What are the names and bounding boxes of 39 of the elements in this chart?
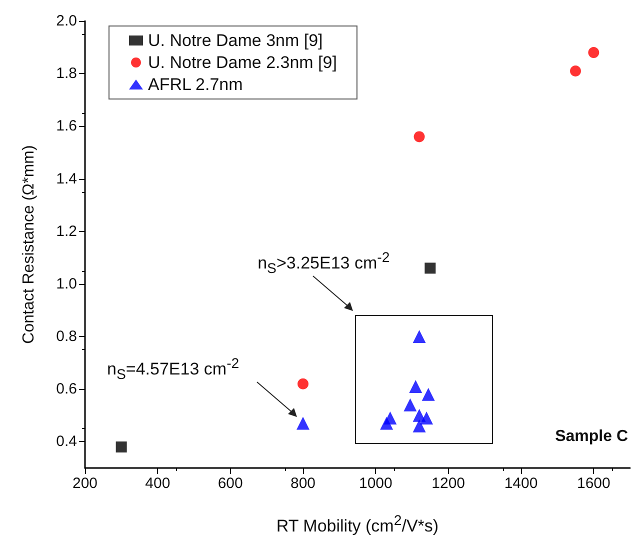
point [116, 441, 127, 452]
point [412, 419, 426, 432]
y-tick-label: 1.4 [56, 170, 77, 188]
point [298, 378, 308, 390]
x-tick-label: 800 [290, 475, 316, 492]
y-tick-label: 1.2 [56, 222, 77, 240]
x-tick-label: 200 [72, 475, 98, 492]
x-axis-title: RT Mobility (cm$^{2}$/V*s) [275, 513, 440, 537]
y-tick-label: 1.0 [56, 275, 77, 292]
y-tick-label: 1.8 [56, 65, 77, 82]
point [570, 65, 581, 76]
y-tick-label: 0.8 [56, 328, 77, 346]
y-tick-label: 0.6 [56, 380, 77, 398]
point [404, 398, 417, 412]
point [588, 47, 600, 58]
point [409, 380, 422, 393]
x-tick-label: 600 [218, 475, 243, 492]
point [384, 412, 397, 425]
legend-label: AFRL 2.7nm [148, 75, 243, 94]
point [414, 131, 425, 142]
point [424, 262, 436, 274]
point [422, 388, 435, 401]
legend-label: U. Notre Dame 2.3nm [9] [148, 53, 337, 72]
annotation: n$_{S}$=4.57E13 cm$^{-2}$ [107, 356, 240, 384]
x-tick-label: 1600 [576, 475, 610, 492]
annotation: n$_{S}$>3.25E13 cm$^{-2}$ [258, 250, 390, 277]
x-tick-label: 1200 [432, 475, 466, 492]
point [412, 330, 426, 344]
y-tick-label: 1.6 [56, 118, 77, 135]
point [420, 412, 434, 425]
x-tick-label: 1400 [504, 475, 538, 492]
legend-label: U. Notre Dame 3nm [9] [148, 31, 323, 50]
point [296, 416, 310, 430]
y-axis-title: Contact Resistance (Ω*mm) [20, 145, 38, 344]
x-tick-label: 400 [145, 475, 170, 492]
y-tick-label: 0.4 [56, 433, 77, 450]
annotation: Sample C [555, 428, 628, 446]
x-tick-label: 1000 [358, 475, 392, 492]
y-tick-label: 2.0 [56, 12, 77, 30]
